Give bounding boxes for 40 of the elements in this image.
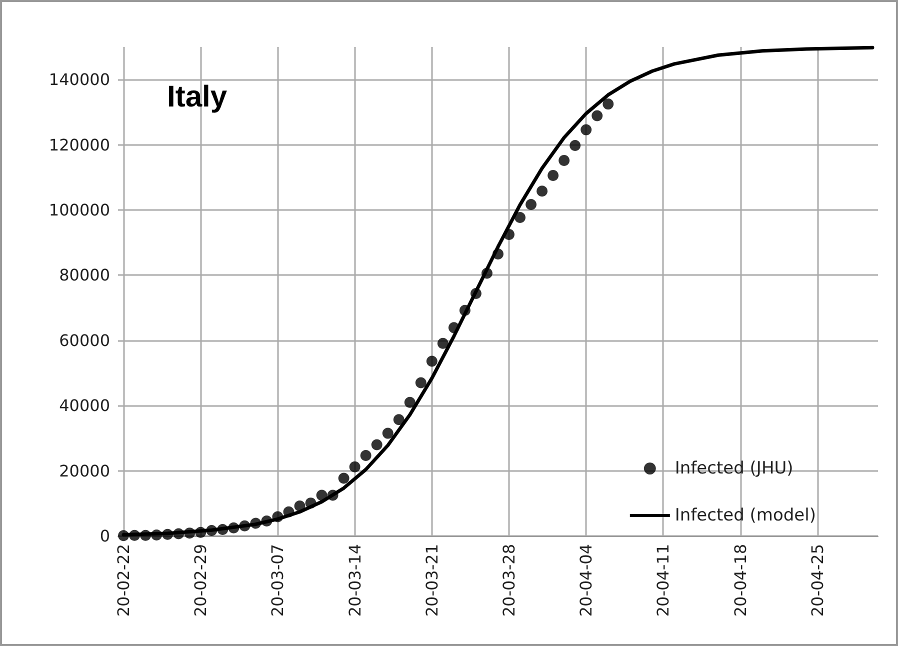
point [415,377,426,388]
point [426,356,438,367]
y-tick-label: 60000 [59,330,110,350]
text: Italy [167,80,228,114]
legend-label: Infected (model) [674,506,816,526]
point [437,338,448,349]
point [382,428,394,439]
x-tick-label: 20-04-04 [576,544,596,617]
x-tick-label: 20-03-07 [268,544,288,617]
x-tick-label: 20-04-11 [654,544,673,617]
point [602,98,614,110]
x-tick-label: 20-03-21 [422,544,442,617]
point [360,450,372,461]
x-tick-label: 20-04-18 [730,544,750,617]
x-tick-label: 20-03-14 [345,544,364,617]
y-tick-label: 140000 [48,70,110,90]
point [558,154,570,166]
x-tick-label: 20-02-29 [191,544,210,617]
y-tick-label: 40000 [59,396,110,416]
point [536,186,548,197]
y-tick-label: 0 [100,526,110,546]
point [548,170,559,181]
point [580,124,592,136]
point [338,472,350,484]
x-tick-label: 20-03-28 [500,544,519,617]
x-tick-label: 20-02-22 [114,544,134,617]
x-tick-label: 20-04-25 [808,544,827,617]
point [514,212,526,223]
point [393,414,404,426]
y-tick-label: 80000 [59,266,110,285]
point [570,140,581,151]
legend-label: Infected (JHU) [674,458,794,478]
y-tick-label: 100000 [48,200,110,220]
point [371,439,382,450]
point [592,110,603,122]
y-tick-label: 20000 [59,461,110,480]
y-tick-label: 120000 [48,135,110,154]
point [404,396,416,408]
point [526,198,537,210]
point [349,461,360,472]
